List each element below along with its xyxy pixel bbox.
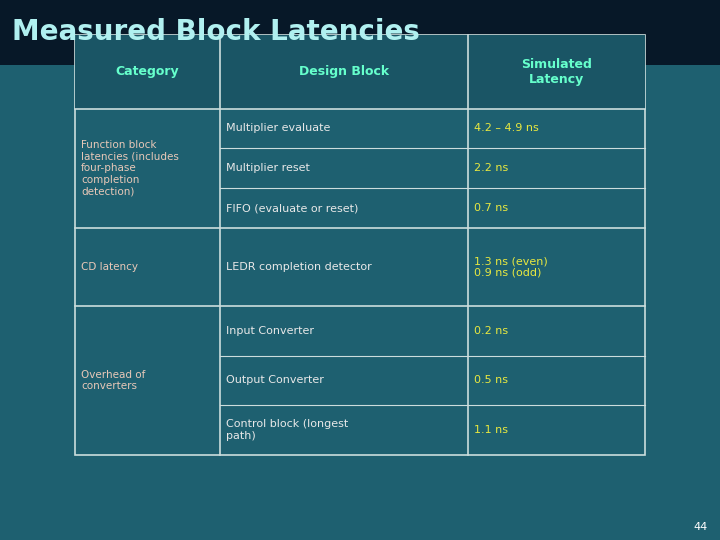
- Text: 1.3 ns (even)
0.9 ns (odd): 1.3 ns (even) 0.9 ns (odd): [474, 256, 548, 278]
- Bar: [0, 0, 720, 65]
- Text: Overhead of
converters: Overhead of converters: [81, 370, 145, 392]
- Text: FIFO (evaluate or reset): FIFO (evaluate or reset): [226, 203, 359, 213]
- Text: 0.5 ns: 0.5 ns: [474, 375, 508, 386]
- Text: 0.2 ns: 0.2 ns: [474, 326, 508, 336]
- Text: Input Converter: Input Converter: [226, 326, 315, 336]
- Text: 4.2 – 4.9 ns: 4.2 – 4.9 ns: [474, 124, 539, 133]
- Text: Measured Block Latencies: Measured Block Latencies: [12, 18, 420, 46]
- Text: 44: 44: [694, 522, 708, 532]
- Bar: [75, 35, 645, 109]
- Text: Output Converter: Output Converter: [226, 375, 324, 386]
- Text: Multiplier evaluate: Multiplier evaluate: [226, 124, 330, 133]
- Text: Function block
latencies (includes
four-phase
completion
detection): Function block latencies (includes four-…: [81, 140, 179, 197]
- Text: 0.7 ns: 0.7 ns: [474, 203, 508, 213]
- Text: 1.1 ns: 1.1 ns: [474, 425, 508, 435]
- Text: CD latency: CD latency: [81, 262, 138, 272]
- Bar: [75, 35, 645, 455]
- Text: LEDR completion detector: LEDR completion detector: [226, 262, 372, 272]
- Text: 2.2 ns: 2.2 ns: [474, 163, 508, 173]
- Text: Control block (longest
path): Control block (longest path): [226, 420, 348, 441]
- Text: Design Block: Design Block: [300, 65, 390, 78]
- Text: Simulated
Latency: Simulated Latency: [521, 58, 592, 86]
- Text: Category: Category: [116, 65, 179, 78]
- Text: Multiplier reset: Multiplier reset: [226, 163, 310, 173]
